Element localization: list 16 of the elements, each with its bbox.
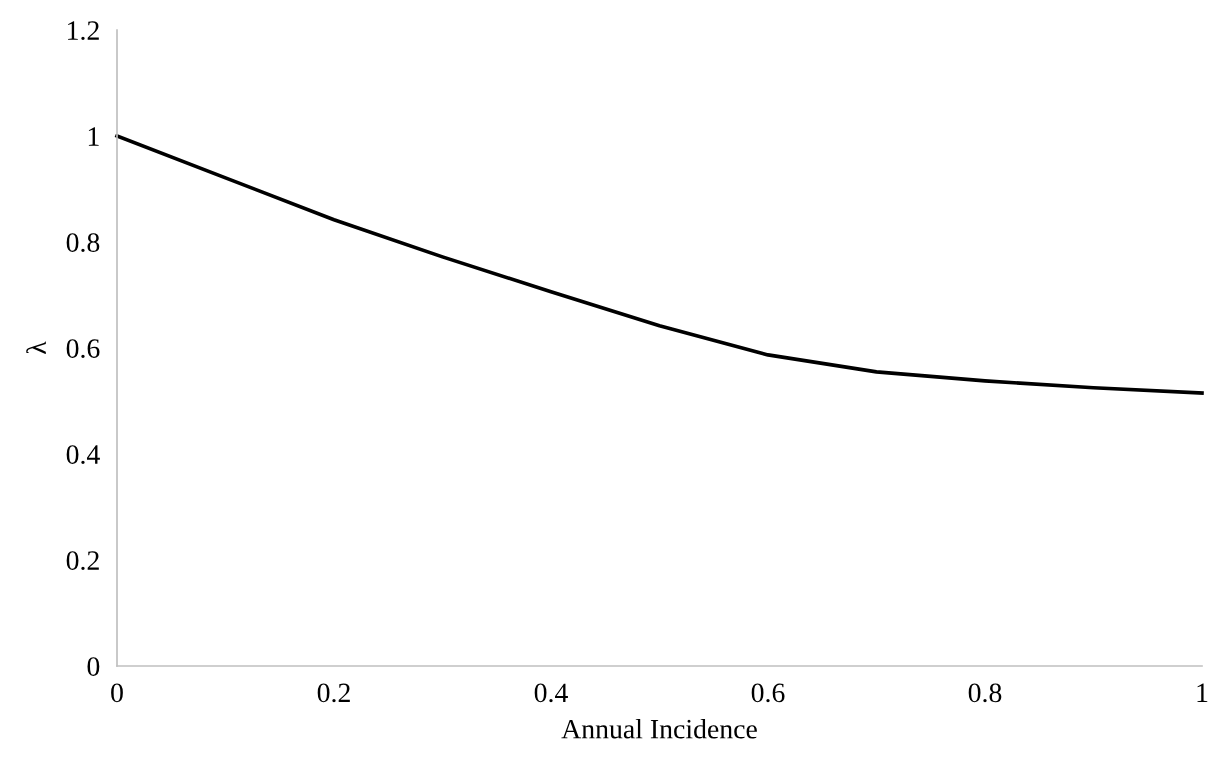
y-tick-label: 1 <box>88 127 99 146</box>
x-tick-label: 0.8 <box>968 683 1002 703</box>
y-tick-label: 0.8 <box>66 233 100 253</box>
x-tick-label: 1 <box>1197 683 1208 702</box>
y-tick-label: 0 <box>87 657 100 676</box>
y-axis-title: λ <box>26 341 46 354</box>
x-tick-label: 0 <box>111 683 123 703</box>
line-series <box>115 134 1204 395</box>
x-axis-title: Annual Incidence <box>561 718 757 739</box>
x-tick-label: 0.4 <box>534 683 568 703</box>
y-tick-label: 0.2 <box>66 551 99 571</box>
y-tick-label: 0.4 <box>66 445 100 465</box>
y-tick-label: 0.6 <box>66 339 100 359</box>
x-tick-label: 0.2 <box>317 683 350 703</box>
x-tick-label: 0.6 <box>751 683 785 703</box>
y-tick-label: 1.2 <box>68 21 99 41</box>
